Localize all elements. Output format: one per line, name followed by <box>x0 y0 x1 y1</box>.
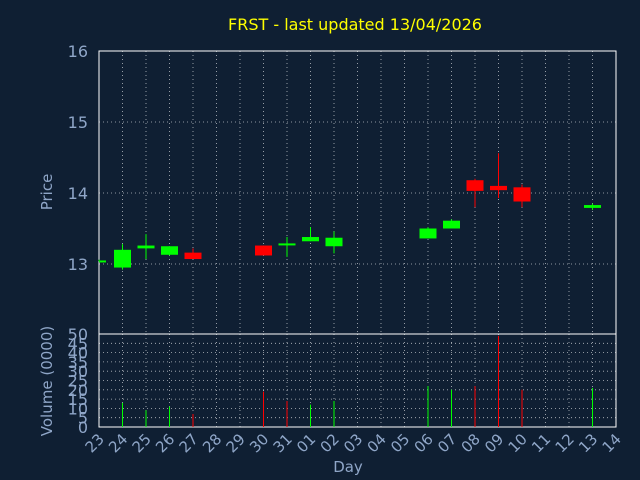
x-tick-label: 12 <box>552 430 578 456</box>
candle-body <box>584 205 601 208</box>
volume-tick-label: 0 <box>78 418 88 437</box>
x-tick-label: 30 <box>246 430 272 456</box>
volume-tick-label: 10 <box>68 399 88 418</box>
candle-body <box>302 237 319 242</box>
volume-tick-label: 35 <box>68 353 88 372</box>
chart-title: FRST - last updated 13/04/2026 <box>228 15 482 34</box>
volume-tick-label: 50 <box>68 325 88 344</box>
price-tick-label: 14 <box>68 184 88 203</box>
x-tick-label: 03 <box>340 430 366 456</box>
candle-body <box>325 237 343 247</box>
candle-body <box>99 260 106 263</box>
x-tick-label: 11 <box>528 430 554 456</box>
price-panel: 13 14 15 16 <box>68 42 617 335</box>
x-tick-label: 14 <box>599 430 625 456</box>
price-axis-label: Price <box>38 174 56 211</box>
volume-tick-label: 20 <box>68 381 88 400</box>
x-tick-label: 13 <box>575 430 601 456</box>
candle-body <box>278 243 296 246</box>
x-tick-label: 06 <box>411 430 437 456</box>
x-tick-label: 05 <box>387 430 413 456</box>
x-tick-label: 24 <box>105 430 131 456</box>
x-tick-label: 26 <box>152 430 178 456</box>
candle-body <box>513 187 531 202</box>
x-axis-label: Day <box>333 458 363 476</box>
x-tick-label: 07 <box>434 430 460 456</box>
x-tick-label: 10 <box>505 430 531 456</box>
x-tick-label: 31 <box>270 430 296 456</box>
candle-body <box>161 246 178 255</box>
x-tick-label: 09 <box>481 430 507 456</box>
volume-axis-label: Volume (0000) <box>38 326 56 436</box>
x-tick-label: 02 <box>317 430 343 456</box>
candle-body <box>419 228 437 239</box>
volume-tick-label: 40 <box>68 344 88 363</box>
x-tick-label: 28 <box>199 430 225 456</box>
volume-tick-label: 45 <box>68 334 88 353</box>
volume-tick-label: 15 <box>68 390 88 409</box>
price-tick-label: 15 <box>68 113 88 132</box>
volume-tick-label: 30 <box>68 362 88 381</box>
volume-panel-frame <box>98 333 617 428</box>
candle-body <box>114 249 131 268</box>
x-tick-label: 04 <box>364 430 390 456</box>
x-tick-label: 29 <box>223 430 249 456</box>
volume-tick-label: 25 <box>68 372 88 391</box>
candle-body <box>466 180 484 191</box>
x-tick-label: 25 <box>129 430 155 456</box>
x-tick-label: 27 <box>176 430 202 456</box>
candle-body <box>490 185 507 191</box>
volume-tick-label: 5 <box>78 409 88 428</box>
candle-body <box>184 252 202 260</box>
x-tick-label: 08 <box>458 430 484 456</box>
price-tick-label: 16 <box>68 42 88 61</box>
candle-body <box>255 245 272 256</box>
candle-body <box>137 245 155 249</box>
candle-body <box>443 220 460 229</box>
x-tick-label: 01 <box>293 430 319 456</box>
price-tick-label: 13 <box>68 255 88 274</box>
